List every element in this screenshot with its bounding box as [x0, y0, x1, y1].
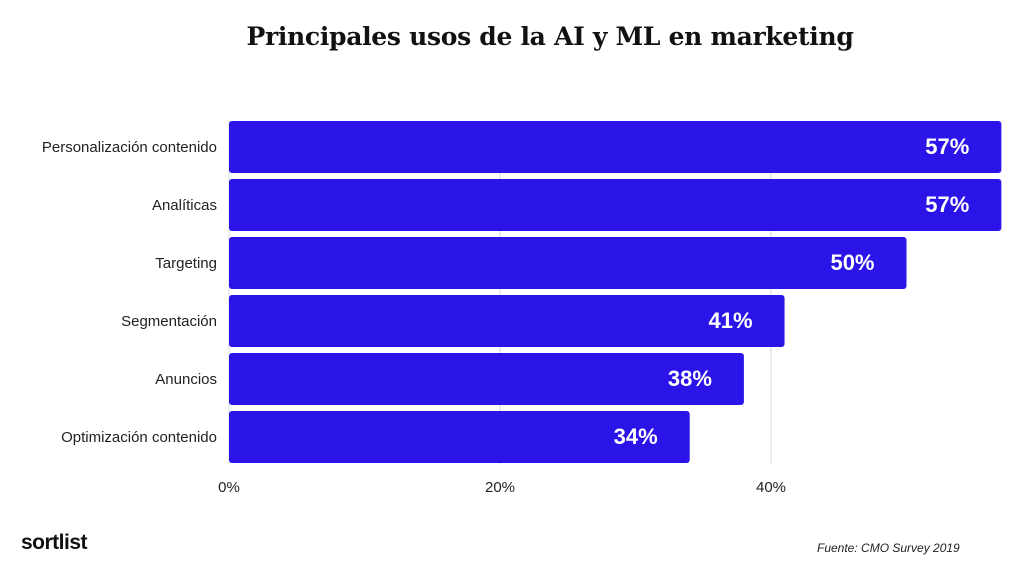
bar [229, 295, 785, 347]
bar [229, 353, 744, 405]
bar-value-label: 57% [925, 134, 969, 159]
chart-title: Principales usos de la AI y ML en market… [246, 22, 854, 51]
x-tick-label: 0% [218, 479, 240, 496]
bar-value-label: 38% [668, 366, 712, 391]
bar-value-label: 50% [830, 250, 874, 275]
x-axis-ticks: 0% 20% 40% [218, 479, 786, 496]
bar-value-label: 57% [925, 192, 969, 217]
sortlist-logo: sortlist [21, 531, 88, 554]
bar-value-label: 34% [614, 424, 658, 449]
grid-lines [228, 121, 772, 464]
source-note: Fuente: CMO Survey 2019 [817, 541, 960, 555]
category-label: Personalización contenido [42, 139, 217, 156]
bar [229, 411, 690, 463]
bar-value-label: 41% [709, 308, 753, 333]
category-label: Segmentación [121, 313, 217, 330]
bars: 57% 57% 50% 41% 38% 34% [229, 121, 1002, 463]
x-tick-label: 20% [485, 479, 515, 496]
category-label: Targeting [155, 255, 217, 272]
bar [229, 179, 1002, 231]
category-label: Analíticas [152, 197, 217, 214]
bar [229, 237, 907, 289]
bar [229, 121, 1002, 173]
category-label: Optimización contenido [61, 429, 217, 446]
category-label: Anuncios [155, 371, 217, 388]
category-labels: Personalización contenido Analíticas Targe… [42, 139, 217, 446]
x-tick-label: 40% [756, 479, 786, 496]
